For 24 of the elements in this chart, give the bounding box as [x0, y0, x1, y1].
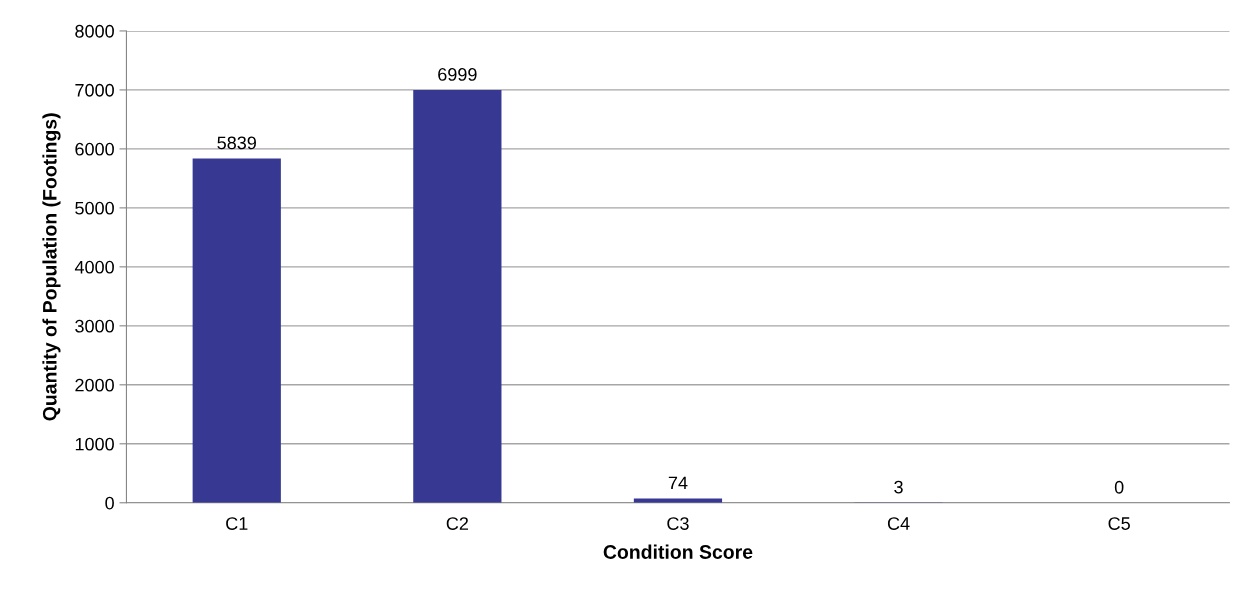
data-label: 74 — [668, 476, 688, 490]
y-tick-label: 2000 — [75, 378, 114, 392]
x-tick-label: C1 — [226, 517, 248, 530]
y-axis-title: Quantity of Population (Footings) — [42, 113, 61, 421]
bar — [413, 89, 502, 503]
x-tick-label: C2 — [446, 517, 468, 530]
y-tick-label: 7000 — [75, 83, 114, 97]
y-tick-label: 6000 — [75, 142, 114, 156]
y-tick-label: 1000 — [75, 437, 114, 451]
data-label: 6999 — [438, 68, 477, 81]
y-tick-label: 5000 — [75, 201, 114, 215]
data-label: 5839 — [217, 136, 256, 150]
x-axis-title: Condition Score — [603, 544, 753, 559]
y-tick-label: 0 — [105, 496, 114, 510]
x-tick-label: C3 — [667, 517, 689, 530]
bar — [192, 158, 281, 503]
y-tick-label: 4000 — [74, 260, 114, 274]
x-tick-label: C5 — [1108, 517, 1130, 530]
bar — [633, 498, 723, 503]
data-label: 3 — [894, 480, 903, 494]
x-tick-label: C4 — [887, 517, 910, 530]
y-tick-label: 8000 — [75, 24, 114, 38]
data-label: 0 — [1114, 480, 1124, 494]
y-tick-label: 3000 — [75, 319, 114, 333]
